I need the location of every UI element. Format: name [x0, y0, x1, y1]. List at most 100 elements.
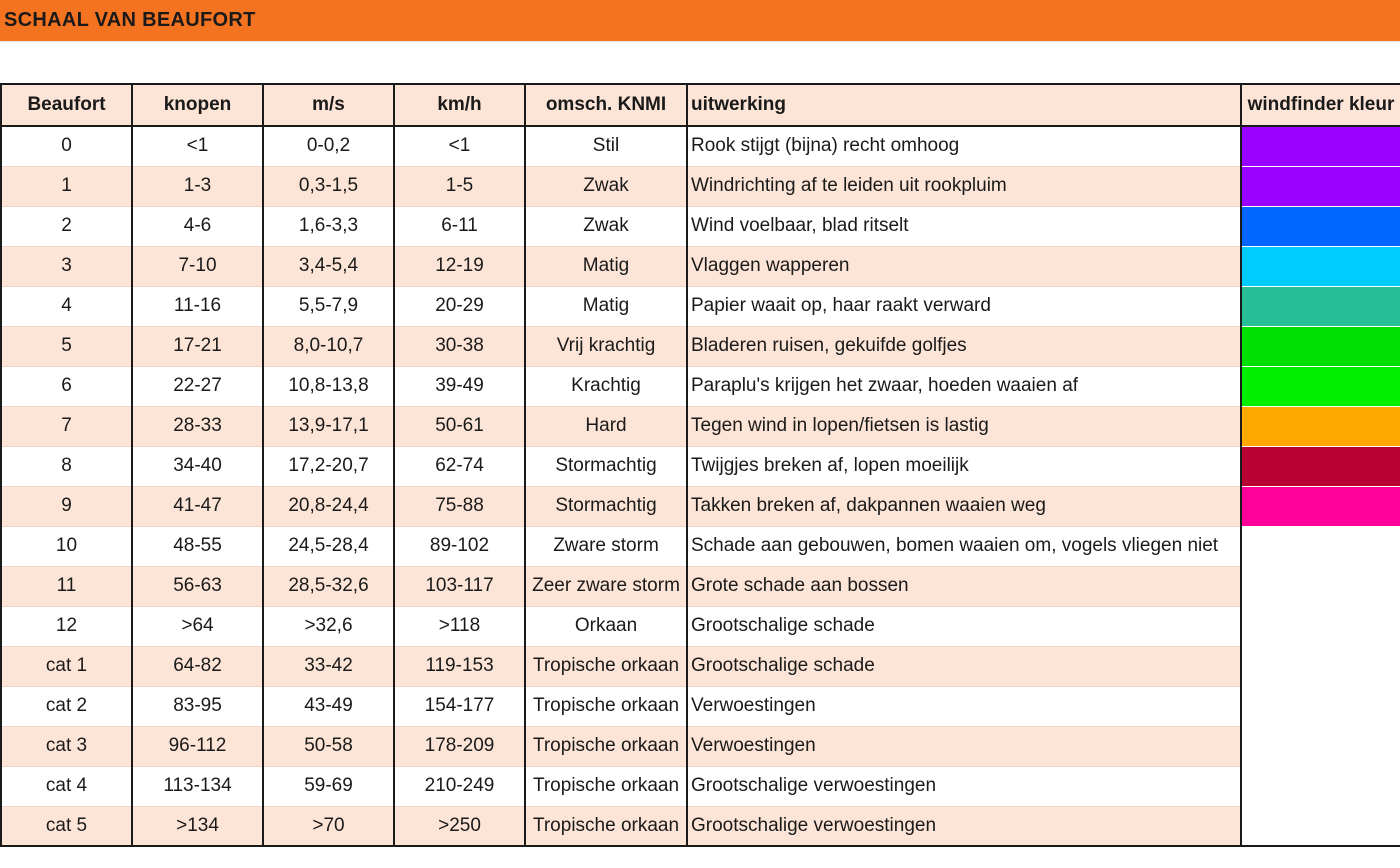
cell-beaufort: 9 — [0, 485, 133, 527]
cell-uitwerking: Grote schade aan bossen — [686, 565, 1242, 607]
cell-omschrijving: Tropische orkaan — [524, 645, 688, 687]
cell-windfinder-color — [1240, 526, 1400, 566]
cell-omschrijving: Zwak — [524, 205, 688, 247]
cell-ms: 13,9-17,1 — [262, 405, 395, 447]
cell-kmh: 119-153 — [393, 645, 526, 687]
table-row: cat 5 >134 >70 >250 Tropische orkaan Grootsch… — [0, 805, 1400, 847]
header-row: Beaufort knopen m/s km/h omsch. KNMI uit… — [0, 83, 1400, 127]
cell-beaufort: 0 — [0, 125, 133, 167]
cell-uitwerking: Twijgjes breken af, lopen moeilijk — [686, 445, 1242, 487]
cell-kmh: >250 — [393, 805, 526, 847]
cell-knopen: 17-21 — [131, 325, 264, 367]
cell-kmh: 210-249 — [393, 765, 526, 807]
cell-kmh: 154-177 — [393, 685, 526, 727]
cell-knopen: >134 — [131, 805, 264, 847]
table-row: 8 34-40 17,2-20,7 62-74 Stormachtig Twijgjes … — [0, 445, 1400, 487]
cell-kmh: 62-74 — [393, 445, 526, 487]
table-row: 3 7-10 3,4-5,4 12-19 Matig Vlaggen wapperen — [0, 245, 1400, 287]
page-title: SCHAAL VAN BEAUFORT — [4, 9, 256, 31]
cell-uitwerking: Grootschalige schade — [686, 645, 1242, 687]
cell-windfinder-color — [1240, 766, 1400, 806]
cell-uitwerking: Grootschalige verwoestingen — [686, 765, 1242, 807]
cell-kmh: 30-38 — [393, 325, 526, 367]
cell-kmh: 12-19 — [393, 245, 526, 287]
cell-uitwerking: Takken breken af, dakpannen waaien weg — [686, 485, 1242, 527]
cell-ms: 17,2-20,7 — [262, 445, 395, 487]
table-row: 10 48-55 24,5-28,4 89-102 Zware storm Schade … — [0, 525, 1400, 567]
cell-beaufort: 11 — [0, 565, 133, 607]
cell-kmh: >118 — [393, 605, 526, 647]
cell-omschrijving: Stormachtig — [524, 485, 688, 527]
cell-ms: 50-58 — [262, 725, 395, 767]
header-kmh: km/h — [393, 83, 526, 127]
cell-windfinder-color — [1240, 206, 1400, 246]
cell-knopen: 48-55 — [131, 525, 264, 567]
cell-uitwerking: Bladeren ruisen, gekuifde golfjes — [686, 325, 1242, 367]
table-row: 5 17-21 8,0-10,7 30-38 Vrij krachtig Bladeren… — [0, 325, 1400, 367]
cell-windfinder-color — [1240, 166, 1400, 206]
cell-beaufort: 2 — [0, 205, 133, 247]
cell-omschrijving: Orkaan — [524, 605, 688, 647]
cell-knopen: 41-47 — [131, 485, 264, 527]
cell-uitwerking: Wind voelbaar, blad ritselt — [686, 205, 1242, 247]
header-knopen: knopen — [131, 83, 264, 127]
cell-beaufort: cat 4 — [0, 765, 133, 807]
cell-kmh: 1-5 — [393, 165, 526, 207]
table-row: 4 11-16 5,5-7,9 20-29 Matig Papier waait op, … — [0, 285, 1400, 327]
cell-windfinder-color — [1240, 686, 1400, 726]
cell-windfinder-color — [1240, 446, 1400, 486]
cell-knopen: 56-63 — [131, 565, 264, 607]
cell-uitwerking: Windrichting af te leiden uit rookpluim — [686, 165, 1242, 207]
cell-uitwerking: Paraplu's krijgen het zwaar, hoeden waai… — [686, 365, 1242, 407]
cell-windfinder-color — [1240, 646, 1400, 686]
header-ms: m/s — [262, 83, 395, 127]
cell-windfinder-color — [1240, 726, 1400, 766]
cell-uitwerking: Grootschalige schade — [686, 605, 1242, 647]
cell-kmh: 103-117 — [393, 565, 526, 607]
cell-knopen: >64 — [131, 605, 264, 647]
table-row: cat 4 113-134 59-69 210-249 Tropische orkaan… — [0, 765, 1400, 807]
cell-knopen: 34-40 — [131, 445, 264, 487]
cell-uitwerking: Tegen wind in lopen/fietsen is lastig — [686, 405, 1242, 447]
cell-ms: 1,6-3,3 — [262, 205, 395, 247]
table-row: cat 1 64-82 33-42 119-153 Tropische orkaan Gr… — [0, 645, 1400, 687]
table-row: 0 <1 0-0,2 <1 Stil Rook stijgt (bijna) recht … — [0, 125, 1400, 167]
cell-ms: 10,8-13,8 — [262, 365, 395, 407]
cell-uitwerking: Schade aan gebouwen, bomen waaien om, vo… — [686, 525, 1242, 567]
cell-beaufort: cat 3 — [0, 725, 133, 767]
cell-omschrijving: Stormachtig — [524, 445, 688, 487]
cell-beaufort: cat 2 — [0, 685, 133, 727]
cell-kmh: 39-49 — [393, 365, 526, 407]
cell-knopen: 96-112 — [131, 725, 264, 767]
table-row: cat 2 83-95 43-49 154-177 Tropische orkaan Ve… — [0, 685, 1400, 727]
cell-ms: 24,5-28,4 — [262, 525, 395, 567]
table-row: 11 56-63 28,5-32,6 103-117 Zeer zware storm G… — [0, 565, 1400, 607]
cell-omschrijving: Krachtig — [524, 365, 688, 407]
cell-windfinder-color — [1240, 326, 1400, 366]
table-body: 0 <1 0-0,2 <1 Stil Rook stijgt (bijna) recht … — [0, 125, 1400, 847]
cell-windfinder-color — [1240, 286, 1400, 326]
cell-knopen: 7-10 — [131, 245, 264, 287]
beaufort-table: Beaufort knopen m/s km/h omsch. KNMI uit… — [0, 83, 1400, 847]
cell-beaufort: 7 — [0, 405, 133, 447]
header-beaufort: Beaufort — [0, 83, 133, 127]
cell-omschrijving: Zware storm — [524, 525, 688, 567]
cell-ms: 8,0-10,7 — [262, 325, 395, 367]
cell-uitwerking: Rook stijgt (bijna) recht omhoog — [686, 125, 1242, 167]
cell-kmh: 75-88 — [393, 485, 526, 527]
cell-ms: 28,5-32,6 — [262, 565, 395, 607]
cell-omschrijving: Tropische orkaan — [524, 805, 688, 847]
header-omschrijving: omsch. KNMI — [524, 83, 688, 127]
cell-beaufort: 1 — [0, 165, 133, 207]
cell-beaufort: 5 — [0, 325, 133, 367]
title-bar: SCHAAL VAN BEAUFORT — [0, 0, 1400, 42]
cell-ms: 0-0,2 — [262, 125, 395, 167]
cell-knopen: 64-82 — [131, 645, 264, 687]
table-row: 2 4-6 1,6-3,3 6-11 Zwak Wind voelbaar, blad r… — [0, 205, 1400, 247]
cell-windfinder-color — [1240, 566, 1400, 606]
cell-ms: 33-42 — [262, 645, 395, 687]
cell-knopen: 28-33 — [131, 405, 264, 447]
cell-beaufort: cat 5 — [0, 805, 133, 847]
cell-windfinder-color — [1240, 366, 1400, 406]
